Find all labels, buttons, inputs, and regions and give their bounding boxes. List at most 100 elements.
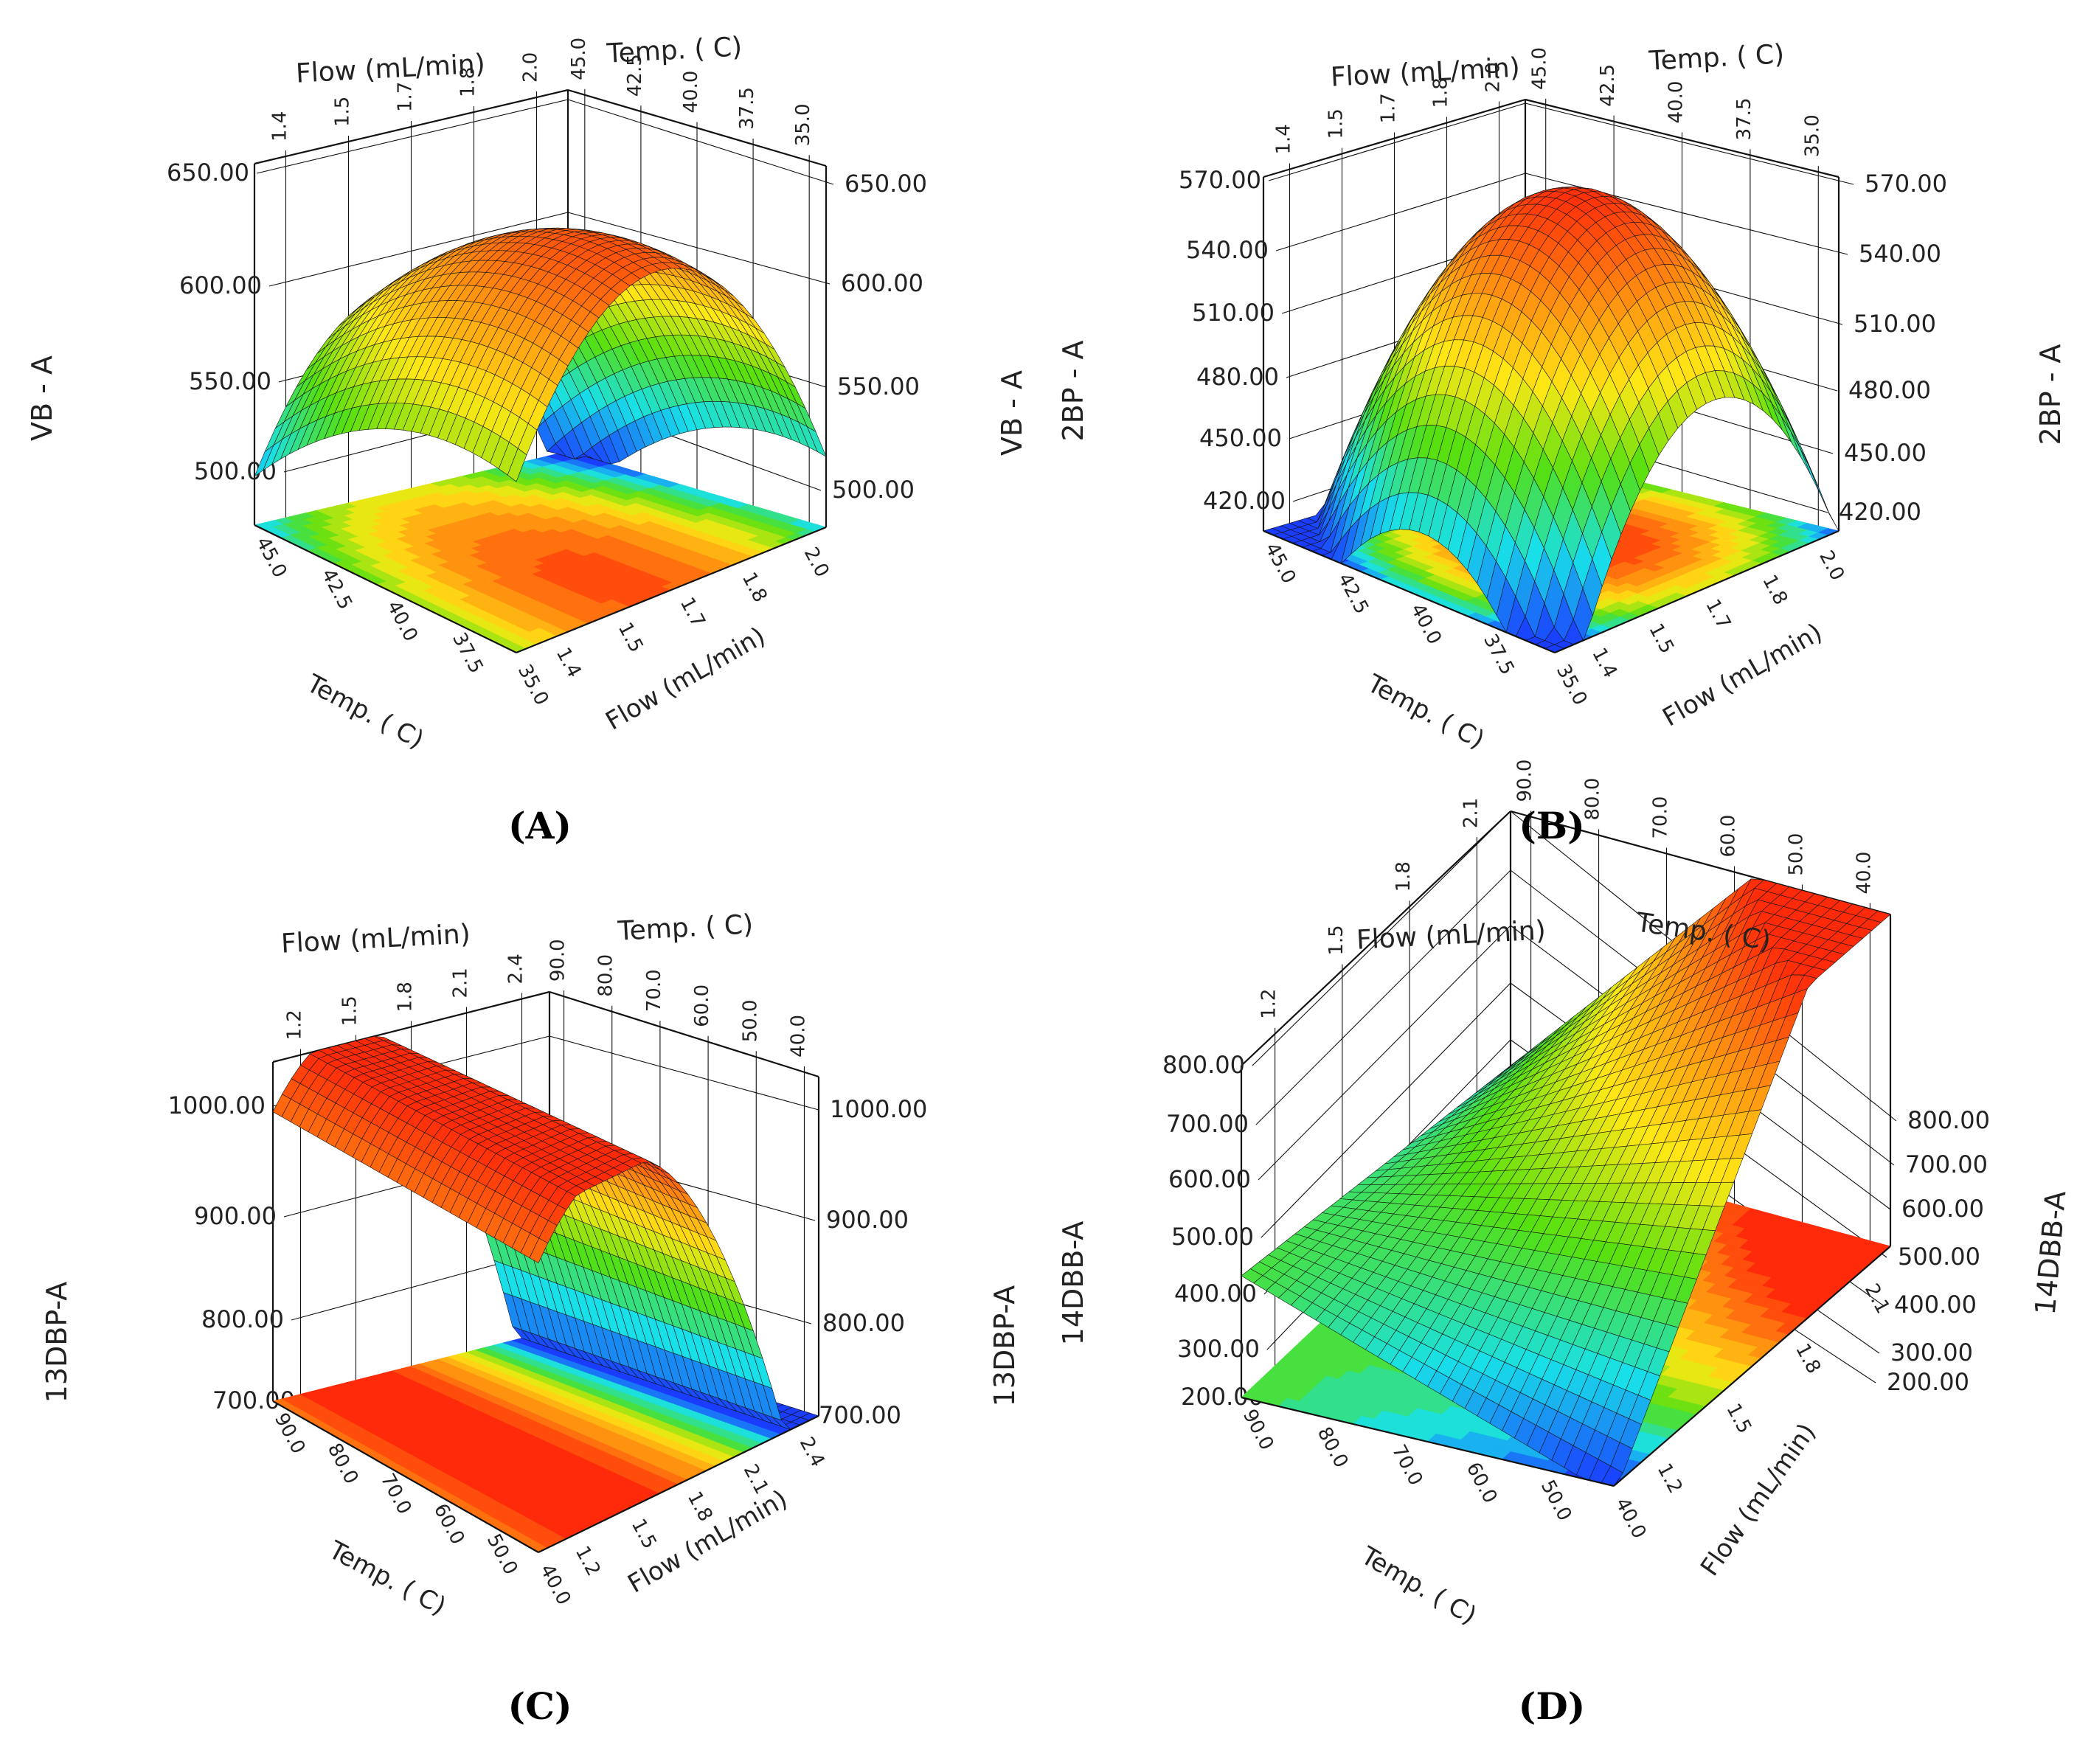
flow-tick-base: 2.1 [1860, 1280, 1894, 1318]
flow-tick-top: 2.1 [450, 968, 472, 998]
flow-axis-title-base: Flow (mL/min) [1695, 1418, 1822, 1582]
flow-tick-top: 1.8 [1430, 77, 1452, 108]
z-axis-title-right: VB - A [996, 370, 1028, 456]
z-tick-left: 300.00 [1177, 1335, 1260, 1363]
z-tick-left: 700.00 [1166, 1110, 1249, 1138]
flow-tick-base: 1.7 [676, 594, 710, 631]
temp-tick-top: 40.0 [680, 71, 702, 114]
z-tick-left: 600.00 [1168, 1165, 1251, 1193]
z-tick-right: 500.00 [832, 476, 915, 504]
temp-tick-base: 80.0 [1313, 1423, 1353, 1471]
response-surface [1241, 878, 1891, 1487]
temp-axis-title-base: Temp. ( C) [1356, 1541, 1482, 1631]
temp-tick-base: 70.0 [1387, 1441, 1427, 1489]
flow-tick-base: 1.8 [683, 1488, 717, 1526]
temp-tick-top: 60.0 [1717, 815, 1739, 858]
z-tick-left: 600.00 [179, 271, 262, 299]
temp-tick-top: 40.0 [787, 1015, 809, 1058]
surface-plot-d: 1.2 1.5 1.8 2.1 90.0 80.0 70.0 60.0 50.0 40.0 800.… [1057, 760, 2073, 1631]
z-tick-right: 900.00 [826, 1206, 909, 1234]
z-tick-right: 510.00 [1854, 310, 1936, 338]
z-tick-left: 540.00 [1186, 236, 1269, 264]
temp-tick-top: 70.0 [643, 969, 665, 1012]
temp-axis-title-top: Temp. ( C) [606, 32, 743, 69]
z-axis-title-right: 14DBB-A [2029, 1190, 2073, 1316]
z-tick-right: 480.00 [1848, 376, 1931, 404]
flow-tick-base: 2.0 [1814, 547, 1848, 585]
flow-tick-top: 1.5 [339, 996, 361, 1026]
temp-tick-base: 37.5 [1479, 631, 1519, 678]
flow-tick-top: 1.4 [1273, 124, 1295, 154]
flow-tick-base: 1.5 [1721, 1400, 1755, 1437]
contour-floor [253, 451, 828, 653]
z-tick-left: 480.00 [1196, 363, 1279, 391]
flow-axis-title-top: Flow (mL/min) [280, 919, 471, 959]
flow-axis-title-base: Flow (mL/min) [1657, 618, 1827, 733]
flow-tick-base: 1.8 [1758, 572, 1792, 609]
temp-axis-title-top: Temp. ( C) [1648, 39, 1785, 77]
z-tick-left: 550.00 [189, 367, 271, 395]
flow-tick-top: 1.5 [332, 97, 354, 127]
flow-tick-top: 1.4 [269, 111, 291, 142]
temp-tick-base: 45.0 [1261, 539, 1300, 587]
temp-tick-top: 42.5 [624, 54, 646, 97]
surface-plot-c: 1.2 1.5 1.8 2.1 2.4 90.0 80.0 70.0 60.0 50.0 40.01… [41, 909, 1021, 1621]
z-tick-left: 800.00 [201, 1305, 284, 1333]
axis-frame: 1.2 1.5 1.8 2.1 2.4 90.0 80.0 70.0 60.0 50.0 40.0 1… [168, 939, 928, 1429]
z-tick-left: 900.00 [194, 1202, 277, 1230]
flow-tick-top: 1.2 [1258, 989, 1280, 1019]
temp-tick-top: 45.0 [1529, 47, 1551, 90]
panel-label-d: (D) [1518, 1684, 1586, 1728]
temp-tick-top: 35.0 [1801, 114, 1823, 157]
z-axis-title-right: 13DBP-A [988, 1285, 1021, 1407]
z-tick-left: 570.00 [1179, 166, 1261, 194]
temp-tick-top: 37.5 [736, 87, 758, 130]
temp-axis-title-base: Temp. ( C) [1362, 668, 1489, 754]
flow-tick-base: 1.2 [1653, 1460, 1687, 1498]
chart-panel-b: 1.4 1.5 1.7 1.8 2.0 45.0 42.5 40.0 37.5 35.0 570.0… [1038, 0, 2077, 870]
axis-frame: 1.4 1.5 1.7 1.8 2.0 45.0 42.5 40.0 37.5 35.0 570.0… [1179, 47, 1947, 531]
temp-tick-base: 35.0 [513, 661, 553, 709]
z-tick-left: 500.00 [1171, 1223, 1254, 1251]
temp-tick-base: 40.0 [535, 1560, 575, 1608]
flow-tick-base: 2.4 [795, 1434, 829, 1471]
chart-panel-d: 1.2 1.5 1.8 2.1 90.0 80.0 70.0 60.0 50.0 40.0 800.… [1038, 760, 2077, 1764]
z-tick-right: 600.00 [841, 269, 923, 297]
temp-tick-top: 90.0 [1514, 760, 1536, 802]
panel-label-a: (A) [507, 804, 572, 847]
z-axis-title-left: 2BP - A [1057, 340, 1089, 441]
flow-tick-base: 1.5 [1644, 620, 1678, 658]
surface-plot-a: 1.4 1.5 1.7 1.8 2.0 45.0 42.5 40.0 37.5 35.0 650.0… [26, 32, 1028, 754]
response-surface [1263, 186, 1840, 653]
temp-tick-base: 60.0 [1462, 1459, 1502, 1507]
flow-tick-base: 1.2 [571, 1543, 605, 1580]
flow-tick-base: 1.4 [1587, 645, 1621, 682]
z-tick-right: 400.00 [1894, 1291, 1977, 1319]
z-axis-title-left: VB - A [26, 355, 58, 441]
z-tick-right: 420.00 [1839, 498, 1921, 526]
flow-tick-top: 1.7 [1378, 93, 1400, 123]
temp-tick-base: 35.0 [1552, 661, 1592, 709]
flow-tick-top: 1.8 [457, 67, 479, 97]
z-axis-title-left: 13DBP-A [41, 1282, 73, 1403]
z-tick-right: 200.00 [1887, 1368, 1969, 1396]
temp-tick-base: 40.0 [1611, 1494, 1651, 1542]
temp-tick-top: 80.0 [595, 954, 617, 997]
flow-tick-base: 2.0 [800, 544, 833, 581]
temp-tick-top: 50.0 [1785, 833, 1807, 876]
z-tick-right: 450.00 [1844, 439, 1927, 467]
temp-tick-top: 50.0 [739, 999, 761, 1042]
temp-tick-top: 42.5 [1597, 64, 1619, 107]
temp-tick-top: 90.0 [547, 939, 569, 982]
temp-tick-top: 40.0 [1853, 852, 1875, 895]
flow-tick-top: 1.8 [1393, 861, 1415, 892]
z-tick-left: 650.00 [167, 159, 249, 187]
temp-tick-base: 40.0 [1406, 600, 1446, 648]
flow-tick-top: 2.4 [505, 954, 527, 984]
z-tick-left: 450.00 [1199, 424, 1282, 452]
z-tick-right: 800.00 [1907, 1106, 1990, 1134]
axis-frame: 1.4 1.5 1.7 1.8 2.0 45.0 42.5 40.0 37.5 35.0 650.0… [167, 38, 927, 527]
response-surface [254, 227, 827, 482]
z-tick-right: 540.00 [1859, 240, 1941, 268]
z-tick-right: 700.00 [1905, 1150, 1988, 1178]
